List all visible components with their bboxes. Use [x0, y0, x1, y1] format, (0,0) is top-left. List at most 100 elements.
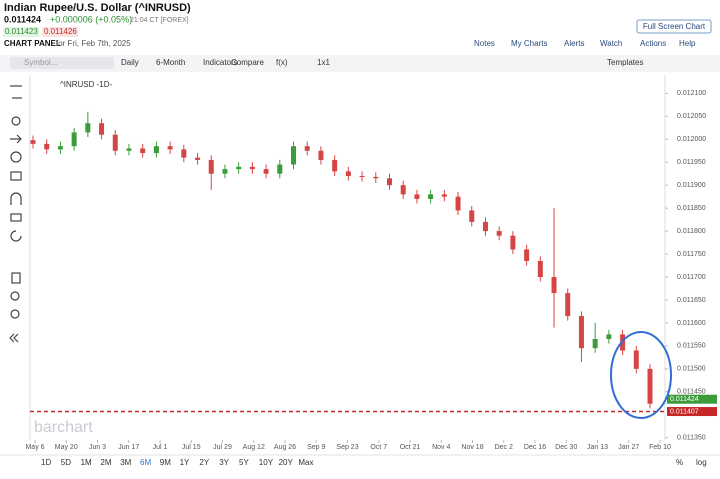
x-tick-label: Jul 29	[213, 444, 232, 451]
drawing-tools	[9, 85, 22, 343]
toolbar-item[interactable]: Compare	[231, 58, 264, 67]
period-button[interactable]: 20Y	[279, 458, 294, 467]
candle-body	[633, 350, 639, 369]
candle-body	[263, 169, 269, 174]
period-button[interactable]: 1Y	[180, 458, 190, 467]
y-tick-label: 0.011950	[677, 159, 706, 166]
tool-icon[interactable]	[10, 291, 20, 301]
y-tick-label: 0.011700	[677, 274, 706, 281]
candle-body	[167, 146, 173, 150]
y-tick-label: 0.011750	[677, 251, 706, 258]
candle-body	[99, 123, 105, 135]
period-button[interactable]: 1M	[81, 458, 92, 467]
menu-item[interactable]: Notes	[474, 39, 495, 48]
full-screen-button[interactable]	[636, 19, 712, 34]
templates[interactable]: Templates	[607, 58, 643, 67]
bid-box	[3, 27, 39, 37]
x-tick-label: Jan 27	[618, 444, 639, 451]
tool-icon[interactable]	[10, 309, 20, 319]
x-tick-label: Sep 23	[336, 444, 358, 451]
reference-label: 0.011407	[670, 408, 699, 415]
tool-icon[interactable]	[9, 333, 19, 343]
x-tick-label: Nov 4	[432, 444, 450, 451]
period-button[interactable]: 6M	[140, 458, 151, 467]
candle-body	[291, 146, 297, 165]
period-button[interactable]: 9M	[160, 458, 171, 467]
menu-item[interactable]: Actions	[640, 39, 666, 48]
tool-icon[interactable]	[10, 192, 22, 205]
tool-icon[interactable]	[10, 151, 22, 163]
symbol-input[interactable]	[10, 57, 114, 69]
toolbar-item[interactable]: Indicators	[203, 58, 238, 67]
full-screen-label[interactable]: Full Screen Chart	[643, 22, 706, 31]
bid: 0.011423	[5, 27, 38, 36]
highlight-circle	[610, 331, 672, 419]
candle-body	[71, 132, 77, 147]
y-tick-label: 0.012050	[677, 113, 706, 120]
toolbar-item[interactable]: 1x1	[317, 58, 330, 67]
x-tick-label: Aug 12	[243, 444, 265, 451]
period-button[interactable]: 3M	[120, 458, 131, 467]
watermark: barchart	[34, 419, 93, 436]
last-price: 0.011424	[4, 14, 41, 24]
scale-button[interactable]: %	[676, 458, 683, 467]
candle-body	[249, 166, 255, 170]
period-button[interactable]: Max	[298, 458, 313, 467]
x-tick-label: Jan 13	[587, 444, 608, 451]
tool-icon[interactable]	[10, 230, 22, 242]
reference-box	[667, 407, 717, 417]
candle-body	[85, 123, 91, 133]
tool-icon[interactable]	[10, 134, 22, 144]
x-tick-label: Nov 18	[461, 444, 483, 451]
candle-body	[44, 143, 50, 150]
candle-body	[455, 196, 461, 211]
x-tick-label: Sep 9	[307, 444, 325, 451]
ask-box	[42, 27, 78, 37]
tool-icon[interactable]	[11, 272, 21, 284]
x-tick-label: Feb 10	[649, 444, 671, 451]
period-button[interactable]: 5D	[61, 458, 71, 467]
candle-body	[195, 157, 201, 160]
candle-body	[57, 146, 63, 150]
title: Indian Rupee/U.S. Dollar (^INRUSD)	[4, 2, 191, 14]
candle-body	[277, 164, 283, 174]
x-tick-label: Jun 17	[118, 444, 139, 451]
candle-body	[30, 140, 36, 144]
candle-body	[222, 169, 228, 174]
x-tick-label: Oct 21	[400, 444, 421, 451]
y-tick-label: 0.011800	[677, 228, 706, 235]
y-tick-label: 0.011850	[677, 205, 706, 212]
period-button[interactable]: 1D	[41, 458, 51, 467]
toolbar-item[interactable]: Daily	[121, 58, 139, 67]
period-button[interactable]: 2Y	[199, 458, 209, 467]
tool-icon[interactable]	[11, 116, 21, 126]
tool-icon[interactable]	[10, 213, 22, 222]
candle-body	[332, 159, 338, 172]
candle-body	[428, 194, 434, 199]
candle-body	[606, 334, 612, 339]
toolbar-item[interactable]: f(x)	[276, 58, 288, 67]
x-tick-label: Dec 30	[555, 444, 577, 451]
y-tick-label: 0.011650	[677, 297, 706, 304]
period-button[interactable]: 10Y	[259, 458, 274, 467]
menu-item[interactable]: Watch	[600, 39, 622, 48]
menu-item[interactable]: Help	[679, 39, 696, 48]
menu-item[interactable]: Alerts	[564, 39, 584, 48]
last-price-label: 0.011424	[670, 396, 699, 403]
x-tick-label: Dec 2	[495, 444, 513, 451]
toolbar-item[interactable]: 6-Month	[156, 58, 185, 67]
period-button[interactable]: 3Y	[219, 458, 229, 467]
period-button[interactable]: 5Y	[239, 458, 249, 467]
ask: 0.011426	[44, 27, 77, 36]
symbol-placeholder[interactable]: Symbol...	[24, 58, 57, 67]
panel: CHART PANEL	[4, 39, 61, 48]
x-tick-label: Jun 3	[89, 444, 106, 451]
scale-button[interactable]: log	[696, 458, 707, 467]
panel-date: for Fri, Feb 7th, 2025	[56, 39, 131, 48]
period-button[interactable]: 2M	[100, 458, 111, 467]
x-tick-label: Oct 7	[370, 444, 387, 451]
menu-item[interactable]: My Charts	[511, 39, 547, 48]
tool-icon[interactable]	[10, 171, 22, 181]
candle-body	[441, 194, 447, 197]
x-tick-label: Aug 26	[274, 444, 296, 451]
